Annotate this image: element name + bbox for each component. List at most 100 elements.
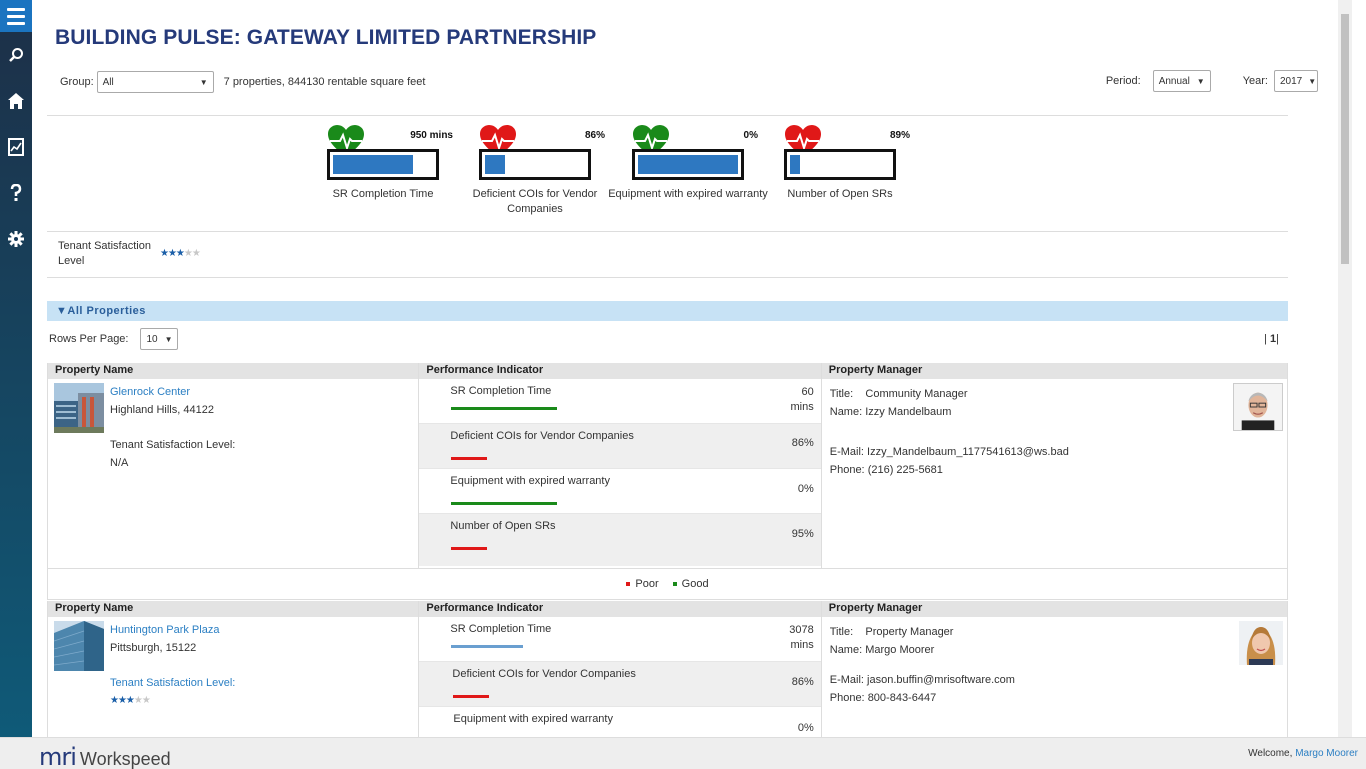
main-content: BUILDING PULSE: GATEWAY LIMITED PARTNERS… (32, 0, 1352, 737)
indicator-bar (451, 547, 488, 550)
manager-avatar (1233, 383, 1283, 431)
pager-divider: | (1276, 333, 1279, 345)
current-user-link[interactable]: Margo Moorer (1295, 748, 1358, 759)
property-thumbnail[interactable] (54, 621, 104, 671)
kpi-label: Deficient COIs for Vendor Companies (472, 188, 598, 215)
manager-name-row: Name: Izzy Mandelbaum (829, 406, 952, 418)
help-icon[interactable] (0, 170, 32, 216)
collapse-triangle-icon: ▼ (56, 305, 68, 317)
settings-icon[interactable] (0, 216, 32, 262)
performance-indicators: SR Completion Time 3078 mins Deficient CO… (419, 617, 822, 737)
legend-poor: Poor (626, 578, 659, 590)
welcome-message: Welcome, Margo Moorer (1248, 748, 1358, 759)
col-property-manager: Property Manager (828, 364, 923, 376)
kpi-gauge-fill (638, 155, 738, 174)
chevron-down-icon: ▼ (199, 77, 208, 87)
kpi-label: Number of Open SRs (787, 188, 893, 200)
rows-per-page-value: 10 (146, 333, 158, 345)
indicator-value: 86% (791, 676, 814, 688)
indicator-sr-completion: SR Completion Time 3078 mins (419, 617, 821, 662)
table-header: Property Name Performance Indicator Prop… (48, 363, 1287, 379)
brand-logo: mri Workspeed (39, 743, 171, 769)
table-row: Huntington Park Plaza Pittsburgh, 15122 … (48, 617, 1287, 737)
table-row: Glenrock Center Highland Hills, 44122 Te… (48, 379, 1287, 568)
kpi-gauge-fill (333, 155, 413, 174)
logo-mri: mri (39, 743, 77, 769)
indicator-bar (451, 502, 558, 505)
indicator-open-srs: Number of Open SRs 95% (419, 514, 821, 566)
manager-phone: 800-843-6447 (867, 692, 937, 704)
property-name-link[interactable]: Glenrock Center (110, 386, 191, 398)
indicator-value: 86% (791, 437, 814, 449)
kpi-value: 89% (889, 130, 910, 141)
pager-divider: | (1264, 333, 1267, 345)
indicator-bar (453, 695, 490, 698)
manager-name: Izzy Mandelbaum (865, 406, 952, 418)
all-properties-header[interactable]: ▼All Properties (47, 301, 1288, 321)
divider (47, 115, 1288, 116)
col-property-manager: Property Manager (828, 602, 923, 614)
group-select[interactable]: All ▼ (96, 71, 214, 93)
indicator-value: 95% (791, 528, 814, 540)
tenant-satisfaction-link[interactable]: Tenant Satisfaction Level: (110, 677, 236, 689)
year-select[interactable]: 2017 ▼ (1274, 70, 1318, 92)
kpi-gauge-fill (790, 155, 800, 174)
group-select-value: All (102, 76, 114, 88)
group-filter-row: Group: All ▼ 7 properties, 844130 rentab… (60, 71, 425, 93)
property-table: Property Name Performance Indicator Prop… (47, 601, 1288, 737)
kpi-value: 0% (743, 130, 758, 141)
indicator-bar (451, 457, 488, 460)
home-icon[interactable] (0, 78, 32, 124)
manager-name: Margo Moorer (865, 644, 935, 656)
indicator-name: Equipment with expired warranty (453, 713, 613, 725)
tenant-satisfaction-rating: ★★★★★ (160, 248, 201, 259)
manager-name-row: Name: Margo Moorer (829, 644, 935, 656)
indicator-expired-warranty: Equipment with expired warranty 0% (419, 469, 821, 514)
indicator-name: SR Completion Time (450, 623, 552, 635)
tenant-satisfaction-label: Tenant Satisfaction Level (58, 240, 151, 267)
chevron-down-icon: ▼ (1308, 76, 1317, 86)
manager-email[interactable]: Izzy_Mandelbaum_1177541613@ws.bad (867, 446, 1069, 458)
kpi-gauge (784, 149, 896, 180)
rows-per-page-label: Rows Per Page: (49, 333, 129, 345)
divider (47, 231, 1288, 232)
tenant-satisfaction-label: Tenant Satisfaction Level: (110, 439, 236, 451)
property-name-link[interactable]: Huntington Park Plaza (110, 624, 220, 636)
indicator-value: 60 mins (790, 386, 814, 413)
menu-icon[interactable] (0, 0, 32, 32)
kpi-value: 950 mins (410, 130, 453, 141)
rows-per-page-select[interactable]: 10 ▼ (140, 328, 179, 350)
year-select-value: 2017 (1280, 75, 1303, 87)
tenant-satisfaction-rating: ★★★★★ (110, 695, 151, 706)
property-location: Highland Hills, 44122 (110, 404, 214, 416)
property-cell: Huntington Park Plaza Pittsburgh, 15122 … (48, 617, 420, 737)
property-manager-cell: Title: Community Manager Name: Izzy Mand… (822, 379, 1287, 568)
indicator-expired-warranty: Equipment with expired warranty 0% (419, 707, 820, 737)
chevron-down-icon: ▼ (164, 334, 173, 344)
chevron-down-icon: ▼ (1196, 76, 1205, 86)
vertical-scrollbar[interactable] (1338, 0, 1352, 737)
kpi-label: SR Completion Time (332, 188, 434, 200)
table-header: Property Name Performance Indicator Prop… (48, 601, 1287, 617)
search-icon[interactable] (0, 32, 32, 78)
kpi-gauge (327, 149, 439, 180)
manager-avatar (1239, 621, 1283, 665)
divider (47, 277, 1288, 278)
pagination: | 1| (1264, 333, 1279, 345)
indicator-value: 0% (797, 483, 814, 495)
scrollbar-thumb[interactable] (1341, 14, 1349, 264)
manager-email[interactable]: jason.buffin@mrisoftware.com (867, 674, 1015, 686)
manager-email-row: E-Mail: jason.buffin@mrisoftware.com (829, 674, 1015, 686)
indicator-legend: Poor Good (48, 568, 1287, 600)
tenant-satisfaction-value: N/A (110, 457, 129, 469)
pager-current-page[interactable]: 1 (1270, 333, 1277, 345)
period-select[interactable]: Annual ▼ (1152, 70, 1211, 92)
period-year-filters: Period: Annual ▼ Year: 2017 ▼ (1106, 70, 1318, 92)
period-select-value: Annual (1158, 75, 1190, 87)
report-icon[interactable] (0, 124, 32, 170)
kpi-label: Equipment with expired warranty (608, 188, 768, 200)
property-thumbnail[interactable] (54, 383, 104, 433)
logo-product: Workspeed (79, 749, 171, 769)
manager-phone-row: Phone: (216) 225-5681 (829, 464, 943, 476)
